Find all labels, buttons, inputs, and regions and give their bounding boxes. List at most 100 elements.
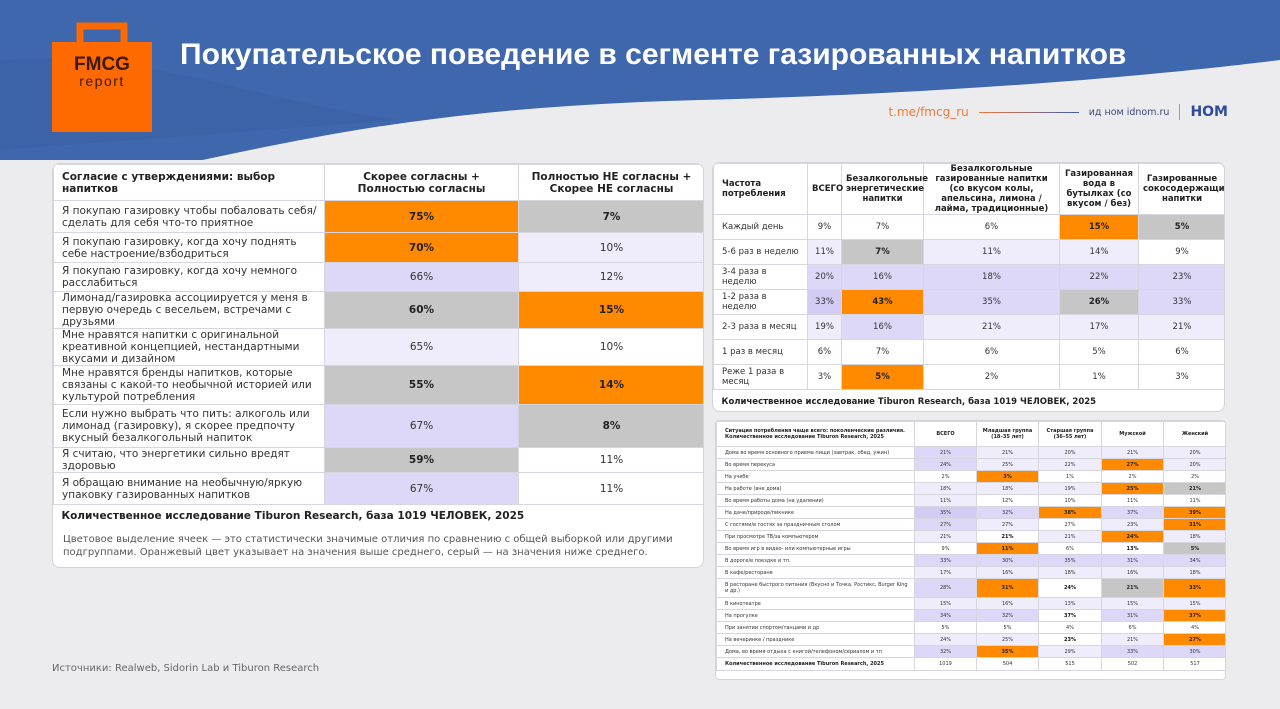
value-cell: 8% <box>518 404 703 448</box>
value-cell: 7% <box>841 239 924 265</box>
value-cell: 55% <box>324 365 519 405</box>
row-label: Каждый день <box>713 214 808 240</box>
publisher-logo: НОМ <box>1190 104 1228 120</box>
sample-size: 502 <box>1101 657 1164 671</box>
value-cell: 31% <box>1101 554 1164 567</box>
divider-line <box>978 111 1079 113</box>
value-cell: 35% <box>914 506 977 519</box>
table-row: Я обращаю внимание на необычную/яркую уп… <box>53 472 703 505</box>
value-cell: 66% <box>324 262 519 292</box>
value-cell: 7% <box>841 214 924 240</box>
value-cell: 37% <box>1038 609 1102 622</box>
table-row: Я считаю, что энергетики сильно вредят з… <box>53 447 703 473</box>
value-cell: 25% <box>976 458 1039 471</box>
brand-bar: t.me/fmcg_ru ид ном idnom.ru НОМ <box>888 104 1228 120</box>
value-cell: 43% <box>841 289 924 315</box>
table-row: В ресторане быстрого питания (Вкусно и Т… <box>716 578 1225 598</box>
row-label: 2-3 раза в месяц <box>713 314 808 340</box>
value-cell: 39% <box>1163 506 1225 519</box>
value-cell: 21% <box>1038 530 1102 543</box>
value-cell: 75% <box>324 200 519 233</box>
value-cell: 21% <box>1101 578 1164 598</box>
header-row: Ситуация потребления чаще всего: поколен… <box>716 421 1225 447</box>
value-cell: 17% <box>1059 314 1139 340</box>
value-cell: 10% <box>1038 494 1102 507</box>
value-cell: 6% <box>807 339 842 365</box>
sample-size: 1019 <box>914 657 977 671</box>
header-row: Согласие с утверждениями: выбор напитков… <box>53 164 703 201</box>
column-header: Мужской <box>1101 421 1164 447</box>
value-cell: 9% <box>914 542 977 555</box>
table-row: Дома во время основного приема пищи (зав… <box>716 446 1225 459</box>
value-cell: 5% <box>1138 214 1224 240</box>
column-header: Газированная вода в бутылках (со вкусом … <box>1059 163 1139 215</box>
value-cell: 21% <box>914 530 977 543</box>
table-row: На даче/природе/пикнике 35% 32% 38% 37% 39% <box>716 506 1225 519</box>
value-cell: 65% <box>324 328 519 366</box>
table-row: Во время игр в видео- или компьютерные и… <box>716 542 1225 555</box>
value-cell: 11% <box>807 239 842 265</box>
value-cell: 25% <box>976 633 1039 646</box>
column-header: Полностью НЕ согласны + Скорее НЕ соглас… <box>518 164 703 201</box>
column-header: Женский <box>1163 421 1225 447</box>
telegram-link[interactable]: t.me/fmcg_ru <box>888 105 969 119</box>
table-row: Мне нравятся напитки с оригинальной креа… <box>53 328 703 366</box>
table-row: Во время перекуса 24% 25% 22% 27% 20% <box>716 458 1225 471</box>
value-cell: 34% <box>914 609 977 622</box>
value-cell: 10% <box>518 328 703 366</box>
table-row: 1-2 раза в неделю 33% 43% 35% 26% 33% <box>713 289 1224 315</box>
value-cell: 15% <box>1101 597 1164 610</box>
value-cell: 20% <box>1163 458 1225 471</box>
table-row: На вечеринке / празднике 24% 25% 23% 21% 27% <box>716 633 1225 646</box>
column-header: ВСЕГО <box>914 421 977 447</box>
value-cell: 33% <box>1138 289 1224 315</box>
value-cell: 21% <box>1101 446 1164 459</box>
value-cell: 35% <box>976 645 1039 658</box>
value-cell: 16% <box>976 597 1039 610</box>
value-cell: 2% <box>1101 470 1164 483</box>
value-cell: 27% <box>1038 518 1102 531</box>
value-cell: 24% <box>1101 530 1164 543</box>
value-cell: 11% <box>518 472 703 505</box>
value-cell: 37% <box>1163 609 1225 622</box>
fmcg-report-logo: FMCG report <box>52 22 152 132</box>
value-cell: 35% <box>923 289 1060 315</box>
row-label: 1 раз в месяц <box>713 339 808 365</box>
table-row: Я покупаю газировку чтобы побаловать себ… <box>53 200 703 233</box>
row-label: Мне нравятся бренды напитков, которые св… <box>53 365 325 405</box>
value-cell: 19% <box>1038 482 1102 495</box>
row-label: В кафе/ресторане <box>716 566 915 579</box>
agreement-table: Согласие с утверждениями: выбор напитков… <box>53 164 703 527</box>
value-cell: 22% <box>1038 458 1102 471</box>
value-cell: 1% <box>1038 470 1102 483</box>
value-cell: 10% <box>518 232 703 263</box>
value-cell: 5% <box>976 621 1039 634</box>
value-cell: 3% <box>976 470 1039 483</box>
publisher-link[interactable]: ид ном idnom.ru <box>1088 106 1170 118</box>
value-cell: 15% <box>914 597 977 610</box>
row-label: 3-4 раза в неделю <box>713 264 808 290</box>
value-cell: 14% <box>1059 239 1139 265</box>
value-cell: 3% <box>1138 364 1224 390</box>
value-cell: 32% <box>976 609 1039 622</box>
value-cell: 35% <box>1038 554 1102 567</box>
table-row: Дома, во время отдыха с книгой/телефоном… <box>716 645 1225 658</box>
row-label: При просмотре ТВ/за компьютером <box>716 530 915 543</box>
row-label: В ресторане быстрого питания (Вкусно и Т… <box>716 578 915 598</box>
column-header: ВСЕГО <box>807 163 843 215</box>
value-cell: 27% <box>1163 633 1225 646</box>
value-cell: 15% <box>1163 597 1225 610</box>
value-cell: 11% <box>518 447 703 473</box>
column-header: Частота потребления <box>713 163 808 215</box>
value-cell: 33% <box>1101 645 1164 658</box>
table-footer: Количественное исследование Tiburon Rese… <box>716 657 915 671</box>
value-cell: 34% <box>1163 554 1225 567</box>
row-label: На прогулке <box>716 609 915 622</box>
table-row: 1 раз в месяц 6% 7% 6% 5% 6% <box>713 339 1224 365</box>
value-cell: 24% <box>914 458 977 471</box>
value-cell: 31% <box>1101 609 1164 622</box>
value-cell: 18% <box>1163 566 1225 579</box>
table-row: Мне нравятся бренды напитков, которые св… <box>53 365 703 405</box>
value-cell: 14% <box>518 365 703 405</box>
row-label: Я обращаю внимание на необычную/яркую уп… <box>53 472 325 505</box>
